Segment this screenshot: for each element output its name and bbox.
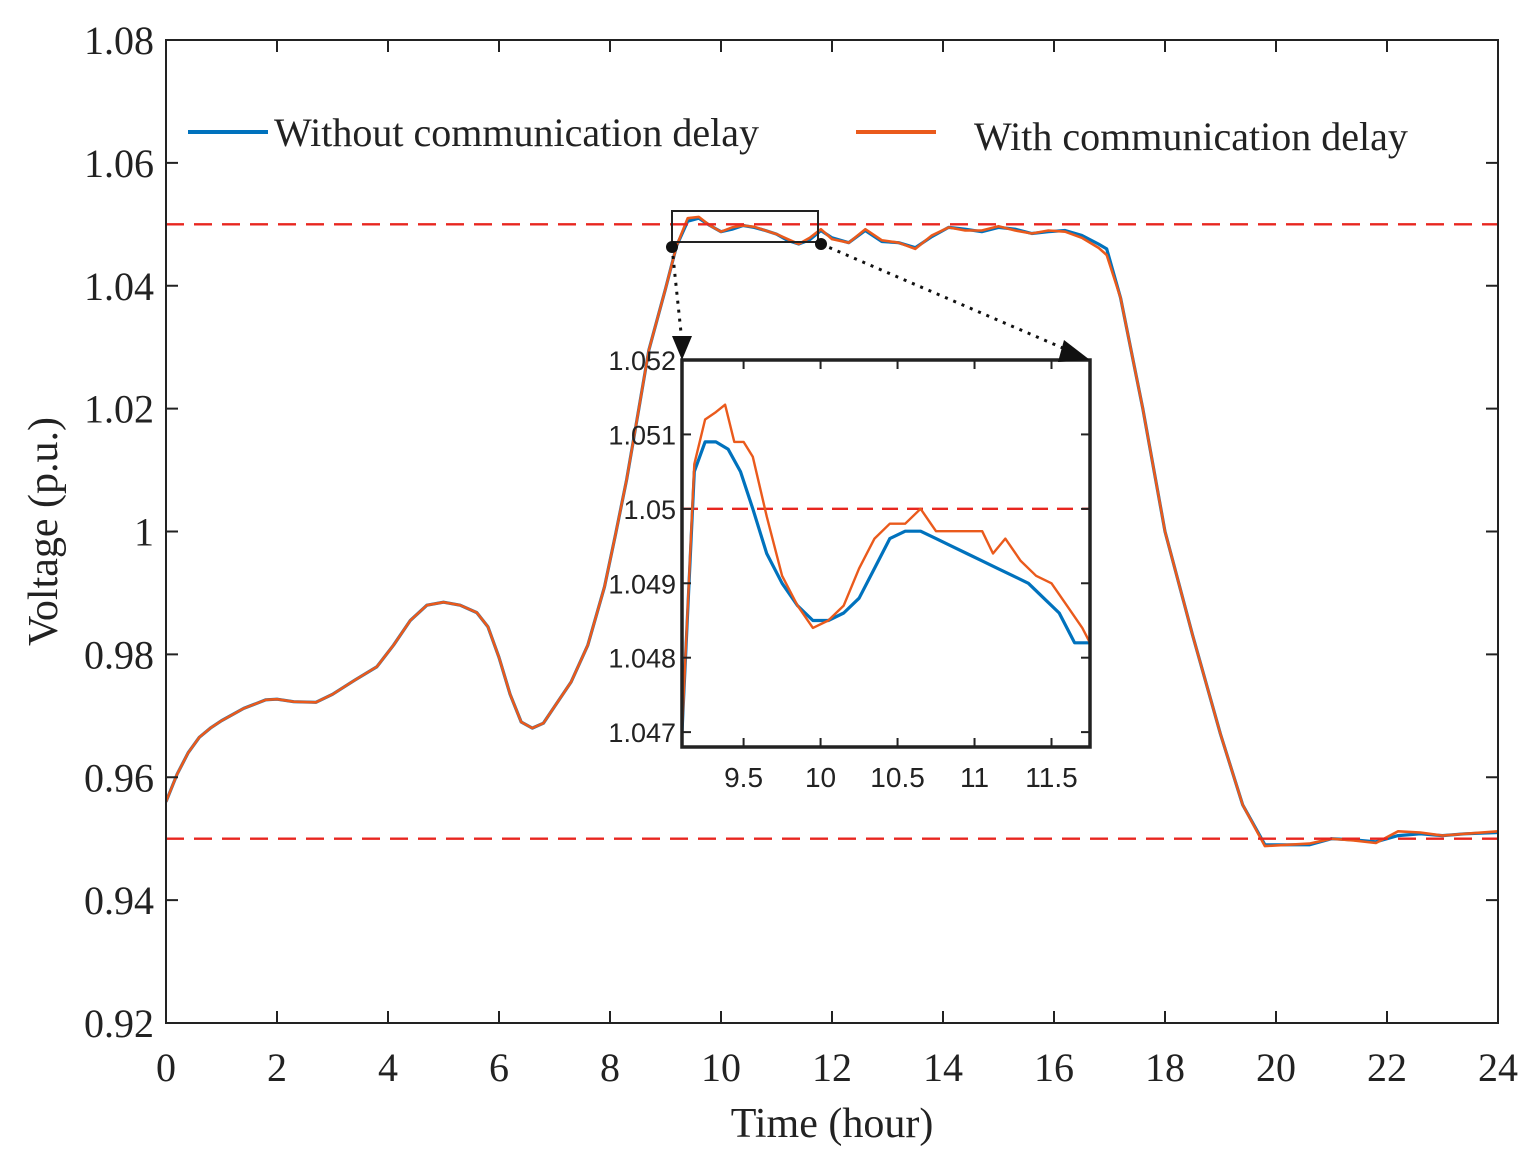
x-tick-label: 18 — [1145, 1045, 1185, 1090]
x-tick-label: 22 — [1367, 1045, 1407, 1090]
inset-series-line-with-delay — [682, 403, 1090, 733]
x-tick-label: 2 — [267, 1045, 287, 1090]
legend-label-without-delay: Without communication delay — [274, 110, 759, 155]
inset-series-line-without-delay — [682, 440, 1090, 733]
connector-left-arrowhead — [672, 336, 692, 360]
legend-label-with-delay: With communication delay — [974, 114, 1408, 159]
series-line-with-delay — [166, 215, 1498, 848]
inset-background — [682, 360, 1090, 747]
y-tick-label: 1.04 — [84, 264, 154, 309]
inset-frame — [680, 358, 1092, 749]
x-tick-label: 16 — [1034, 1045, 1074, 1090]
inset-y-tick-label: 1.048 — [608, 644, 676, 674]
x-tick-label: 14 — [923, 1045, 963, 1090]
inset-y-tick-label: 1.047 — [608, 718, 676, 748]
x-tick-label: 0 — [156, 1045, 176, 1090]
inset-x-tick-label: 10 — [805, 762, 836, 793]
x-tick-label: 6 — [489, 1045, 509, 1090]
x-axis-label: Time (hour) — [731, 1101, 934, 1147]
y-tick-label: 0.98 — [84, 632, 154, 677]
y-axis-label: Voltage (p.u.) — [21, 417, 67, 646]
y-tick-label: 1 — [134, 510, 154, 555]
y-tick-label: 0.96 — [84, 755, 154, 800]
y-tick-label: 1.02 — [84, 387, 154, 432]
inset-y-tick-label: 1.051 — [608, 420, 676, 450]
inset-x-tick-label: 10.5 — [870, 762, 925, 793]
y-tick-label: 0.92 — [84, 1001, 154, 1046]
inset-series-group — [682, 403, 1090, 733]
inset-y-tick-label: 1.052 — [608, 346, 676, 376]
x-tick-label: 4 — [378, 1045, 398, 1090]
y-tick-label: 0.94 — [84, 878, 154, 923]
y-tick-label: 1.08 — [84, 18, 154, 63]
inset-x-tick-label: 11.5 — [1025, 762, 1077, 793]
y-tick-label: 1.06 — [84, 141, 154, 186]
zoom-region-box — [671, 210, 819, 243]
x-tick-label: 8 — [600, 1045, 620, 1090]
legend: Without communication delay With communic… — [188, 110, 1408, 159]
connector-left — [670, 246, 684, 343]
x-tick-label: 12 — [812, 1045, 852, 1090]
main-plot: 0 2 4 6 8 10 12 14 16 18 20 22 240.920.940.960.9811.… — [21, 18, 1518, 1147]
connector-right-arrowhead — [1058, 340, 1090, 362]
inset-plot: 9.5 10 10.5 11 11.5 1.047 1.048 1.049 1.05 1.051 1… — [608, 242, 1092, 793]
main-series-group — [166, 215, 1498, 848]
inset-y-tick-label: 1.049 — [608, 569, 676, 599]
x-tick-label: 10 — [701, 1045, 741, 1090]
inset-x-tick-label: 11 — [960, 762, 989, 793]
x-tick-label: 20 — [1256, 1045, 1296, 1090]
connector-right — [820, 242, 1073, 354]
inset-x-tick-label: 9.5 — [724, 762, 763, 793]
inset-y-tick-label: 1.05 — [623, 495, 676, 525]
x-tick-label: 24 — [1478, 1045, 1518, 1090]
